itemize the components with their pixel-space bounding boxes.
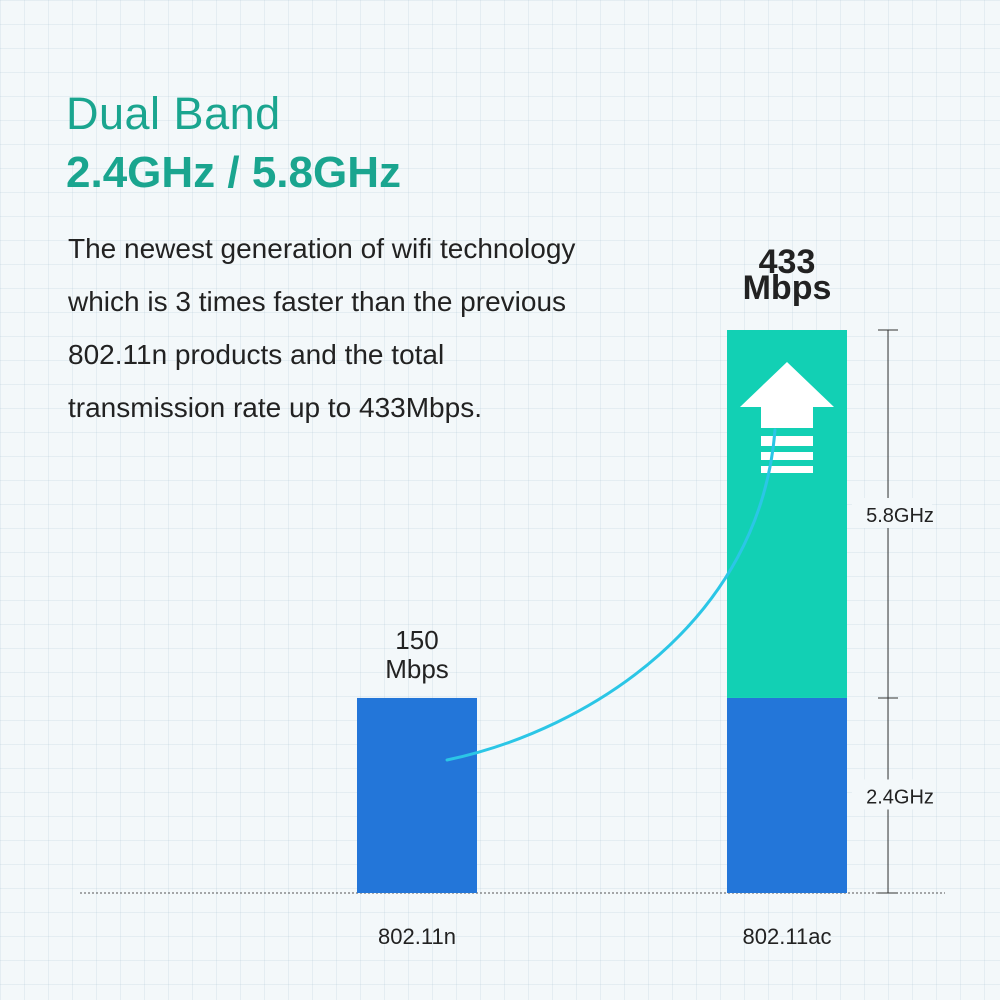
- subtitle: 2.4GHz / 5.8GHz: [66, 148, 402, 197]
- description: The newest generation of wifi technology…: [68, 222, 708, 434]
- bar-80211ac-24GHz: [727, 697, 847, 893]
- band-label-58: 5.8GHz: [866, 505, 934, 527]
- description-line: The newest generation of wifi technology: [68, 233, 576, 264]
- value-label: 433: [759, 243, 816, 281]
- description-line: 802.11n products and the total: [68, 339, 445, 370]
- title: Dual Band: [66, 88, 281, 139]
- arrow-stripe: [761, 466, 813, 473]
- bar-80211n-24GHz: [357, 697, 477, 893]
- band-label-bg: [852, 497, 932, 528]
- value-unit-label: Mbps: [385, 654, 449, 684]
- category-label: 802.11ac: [743, 924, 832, 949]
- arrow-stripe: [761, 452, 813, 460]
- band-label-bg: [852, 779, 932, 810]
- growth-curve: [445, 428, 777, 762]
- category-label: 802.11n: [378, 924, 456, 949]
- up-arrow-icon: [740, 362, 834, 428]
- band-label-24: 2.4GHz: [866, 786, 934, 808]
- description-line: transmission rate up to 433Mbps.: [68, 392, 482, 423]
- value-unit-label: Mbps: [743, 269, 832, 307]
- value-label: 150: [395, 625, 438, 655]
- description-line: which is 3 times faster than the previou…: [68, 286, 567, 317]
- arrow-stripe: [761, 436, 813, 446]
